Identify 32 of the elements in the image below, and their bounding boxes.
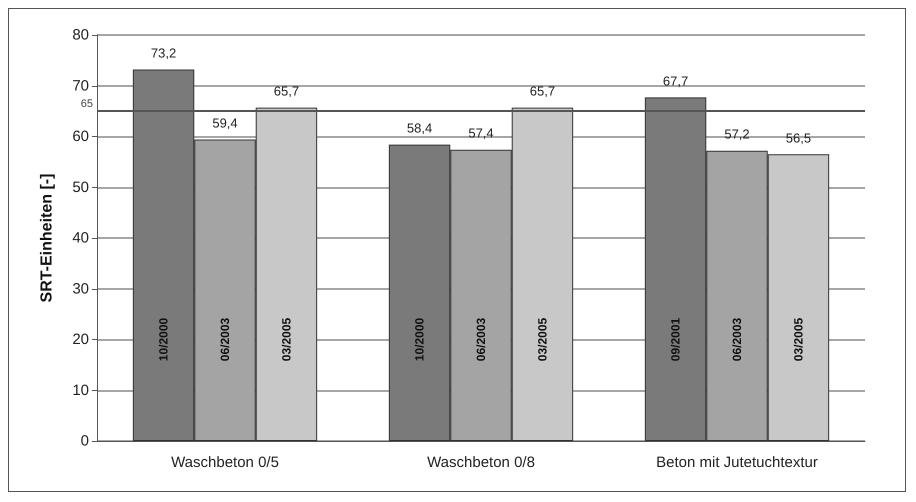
annotation: 03/2005 — [279, 317, 294, 362]
y-tick-label: 30 — [72, 280, 89, 298]
annotation: 06/2003 — [474, 317, 488, 362]
annotation: 06/2003 — [730, 317, 744, 362]
data-label: 57,2 — [724, 126, 750, 142]
data-label: 56,5 — [786, 130, 812, 146]
y-tick-label: 20 — [72, 331, 89, 348]
annotation: 03/2005 — [791, 317, 806, 362]
y-axis-title: SRT-Einheiten [-] — [38, 174, 56, 302]
data-label: 65,7 — [530, 84, 556, 99]
y-tick-label: 10 — [72, 382, 89, 399]
y-tick-label: 50 — [72, 178, 89, 196]
data-label: 58,4 — [406, 120, 432, 136]
data-label: 57,4 — [468, 126, 494, 141]
data-label: 67,7 — [662, 73, 688, 88]
annotation: 06/2003 — [218, 317, 232, 362]
data-label: 59,4 — [212, 116, 238, 131]
y-tick-label: 0 — [80, 432, 89, 450]
y-tick-label: 60 — [72, 128, 89, 145]
y-tick-label: 40 — [72, 230, 89, 246]
data-label: 73,2 — [150, 46, 176, 61]
y-tick-label: 70 — [72, 77, 89, 94]
ref-line-label: 65 — [80, 98, 93, 110]
y-tick-label: 80 — [72, 26, 89, 44]
x-tick-label: Waschbeton 0/5 — [171, 454, 279, 471]
data-label: 65,7 — [274, 84, 300, 99]
annotation: 09/2001 — [668, 317, 683, 362]
annotation: 10/2000 — [412, 317, 427, 362]
annotation: 03/2005 — [535, 317, 550, 362]
annotation: 10/2000 — [156, 317, 171, 362]
x-tick-label: Waschbeton 0/8 — [427, 454, 535, 471]
x-tick-label: Beton mit Jutetuchtextur — [656, 454, 818, 471]
